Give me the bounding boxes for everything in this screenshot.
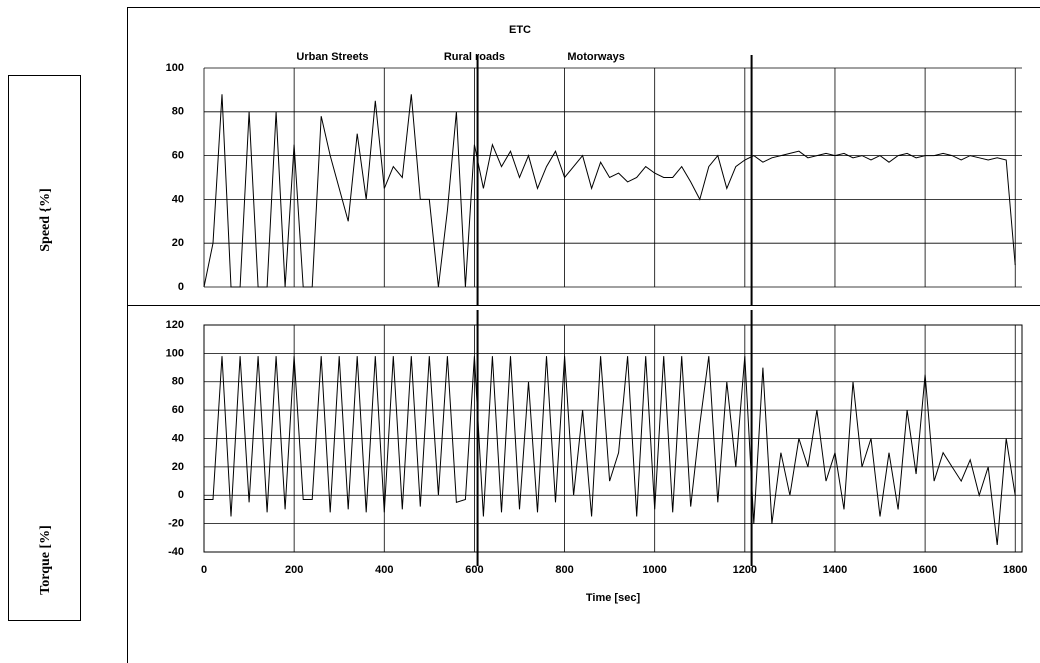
- x-tick-label: 1800: [1003, 564, 1027, 576]
- x-tick-label: 1400: [823, 564, 847, 576]
- x-tick-label: 1200: [733, 564, 757, 576]
- x-tick-label: 600: [465, 564, 483, 576]
- x-tick-label: 200: [285, 564, 303, 576]
- y-tick-label: -40: [168, 546, 184, 558]
- x-tick-label: 0: [201, 564, 207, 576]
- y-tick-label: 40: [172, 193, 184, 205]
- y-tick-label: 100: [166, 62, 184, 74]
- x-axis-label: Time [sec]: [586, 592, 641, 604]
- y-axis-label: Torque [%]: [38, 525, 53, 595]
- y-tick-label: 0: [178, 489, 184, 501]
- y-tick-label: 100: [166, 347, 184, 359]
- data-line: [204, 356, 1016, 545]
- ylabel-box: [8, 75, 81, 621]
- chart-title: ETC: [509, 24, 531, 36]
- x-tick-label: 1600: [913, 564, 937, 576]
- y-tick-label: 60: [172, 150, 184, 162]
- section-label: Motorways: [567, 51, 624, 63]
- x-tick-label: 800: [555, 564, 573, 576]
- x-tick-label: 1000: [642, 564, 666, 576]
- y-tick-label: 80: [172, 376, 184, 388]
- y-tick-label: 120: [166, 319, 184, 331]
- y-tick-label: -20: [168, 518, 184, 530]
- y-tick-label: 40: [172, 432, 184, 444]
- y-tick-label: 80: [172, 106, 184, 118]
- data-line: [203, 94, 1016, 288]
- y-tick-label: 60: [172, 404, 184, 416]
- y-tick-label: 20: [172, 237, 184, 249]
- y-tick-label: 20: [172, 461, 184, 473]
- x-tick-label: 400: [375, 564, 393, 576]
- y-axis-label: Speed {%]: [38, 188, 53, 251]
- y-tick-label: 0: [178, 281, 184, 293]
- section-label: Rural roads: [444, 51, 505, 63]
- section-label: Urban Streets: [296, 51, 368, 63]
